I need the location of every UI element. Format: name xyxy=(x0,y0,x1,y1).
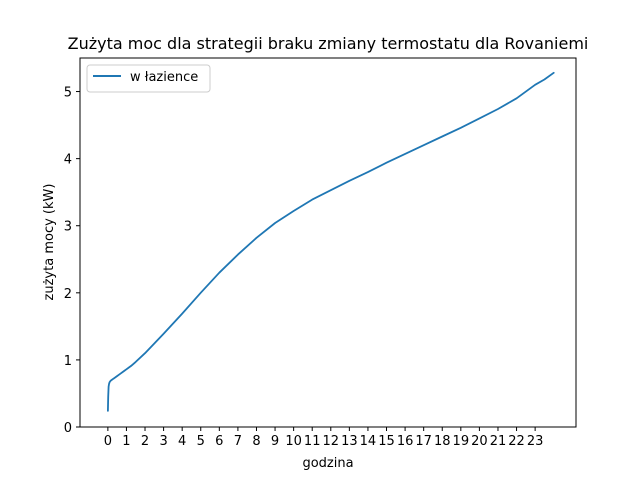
x-tick-label: 10 xyxy=(285,434,302,449)
x-axis-label: godzina xyxy=(302,456,353,471)
plot-area xyxy=(80,58,576,427)
series-layer xyxy=(107,71,555,412)
plot-background xyxy=(80,58,576,427)
x-tick-label: 11 xyxy=(304,434,321,449)
x-tick-label: 3 xyxy=(159,434,167,449)
y-tick-label: 3 xyxy=(64,220,72,235)
x-tick-label: 16 xyxy=(397,434,414,449)
y-tick-label: 4 xyxy=(64,153,72,168)
chart-title: Zużyta moc dla strategii braku zmiany te… xyxy=(68,34,589,53)
x-tick-label: 9 xyxy=(271,434,279,449)
x-tick-label: 6 xyxy=(215,434,223,449)
x-tick-label: 4 xyxy=(178,434,186,449)
x-tick-label: 2 xyxy=(141,434,149,449)
y-tick-label: 2 xyxy=(64,287,72,302)
legend-label: w łazience xyxy=(130,70,198,85)
y-tick-label: 5 xyxy=(64,86,72,101)
y-axis: 0 1 2 3 4 5 xyxy=(64,86,80,436)
series-line xyxy=(107,71,555,412)
x-tick-label: 19 xyxy=(453,434,470,449)
x-tick-label: 23 xyxy=(527,434,544,449)
legend: w łazience xyxy=(86,64,211,93)
y-tick-label: 1 xyxy=(64,354,72,369)
x-tick-label: 13 xyxy=(341,434,358,449)
plot-frame xyxy=(79,57,577,428)
x-tick-label: 12 xyxy=(323,434,340,449)
x-axis: 0 1 2 3 4 5 6 7 8 9 10 11 12 13 14 15 16 17 18 19 20 21 22 23 xyxy=(104,427,544,449)
x-tick-label: 18 xyxy=(434,434,451,449)
x-tick-label: 7 xyxy=(234,434,242,449)
x-tick-label: 21 xyxy=(490,434,507,449)
x-tick-label: 1 xyxy=(122,434,130,449)
x-tick-label: 17 xyxy=(415,434,432,449)
y-tick-label: 0 xyxy=(64,421,72,436)
x-tick-label: 14 xyxy=(360,434,377,449)
legend-box xyxy=(86,64,211,93)
y-axis-label: zużyta mocy (kW) xyxy=(42,184,57,301)
x-tick-label: 0 xyxy=(104,434,112,449)
x-tick-label: 22 xyxy=(508,434,525,449)
x-tick-label: 8 xyxy=(252,434,260,449)
x-tick-label: 20 xyxy=(471,434,488,449)
x-tick-label: 15 xyxy=(378,434,395,449)
x-tick-label: 5 xyxy=(197,434,205,449)
